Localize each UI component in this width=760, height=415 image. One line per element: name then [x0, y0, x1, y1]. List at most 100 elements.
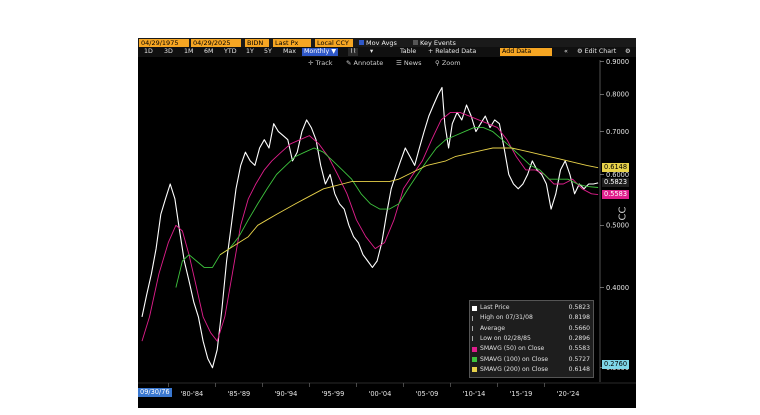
chart-terminal: 04/29/1975 04/29/2025 BIDN Last Px Local…	[138, 38, 636, 408]
checkbox-icon	[413, 39, 418, 45]
chevron-down-icon: ▼	[331, 48, 337, 55]
x-tick-label: '20-'24	[557, 390, 580, 398]
period-ytd[interactable]: YTD	[224, 48, 237, 55]
legend-label: High on 07/31/08	[480, 314, 533, 322]
last-px-field[interactable]: Last Px	[273, 38, 311, 47]
end-date-field[interactable]: 04/29/2025	[191, 38, 241, 47]
news-icon: ☰	[396, 58, 402, 67]
price-chart[interactable]: 0.30000.40000.50000.60000.70000.80000.90…	[138, 38, 636, 408]
x-tick-label: '95-'99	[322, 390, 345, 398]
start-date-tag: 09/30/76	[138, 388, 172, 397]
frequency-dropdown[interactable]: Monthly ▼	[302, 48, 339, 56]
x-tick-label: '10-'14	[463, 390, 486, 398]
legend-value: 0.5727	[568, 355, 590, 363]
legend-row: High on 07/31/08 0.8198	[472, 314, 592, 322]
chart-legend: Last Price 0.5823 High on 07/31/08 0.8198 Av…	[469, 300, 594, 378]
table-button[interactable]: Table	[400, 48, 417, 55]
track-button[interactable]: ✛ Track	[308, 59, 333, 67]
edit-chart-button[interactable]: ⚙ Edit Chart	[577, 48, 616, 56]
chart-type-dropdown-icon[interactable]: ▾	[370, 48, 374, 55]
legend-row: Last Price 0.5823	[472, 304, 592, 312]
low-value-tag: 0.2760	[602, 360, 630, 369]
checkbox-icon	[359, 39, 364, 45]
y-tick-label: 0.7000	[606, 128, 629, 136]
legend-marker-icon	[472, 326, 478, 332]
last-value-tag: 0.6148	[602, 163, 630, 173]
period-1m[interactable]: 1M	[184, 48, 194, 55]
currency-field[interactable]: Local CCY	[315, 38, 353, 47]
chart-style-icon[interactable]: ⌇⌇	[348, 48, 359, 56]
legend-swatch	[472, 346, 477, 352]
collapse-icon[interactable]: «	[564, 48, 568, 55]
news-button[interactable]: ☰ News	[396, 59, 421, 67]
period-1y[interactable]: 1Y	[246, 48, 254, 55]
legend-row: Average 0.5660	[472, 325, 592, 333]
legend-marker-icon	[472, 336, 478, 342]
axis-side-label: ϽϽ	[615, 206, 627, 221]
x-tick-label: '05-'09	[416, 390, 439, 398]
crosshair-icon: ✛	[308, 58, 314, 67]
legend-value: 0.8198	[568, 314, 590, 322]
period-1d[interactable]: 1D	[144, 48, 153, 55]
magnifier-icon: ⚲	[435, 58, 440, 67]
legend-label: SMAVG (50) on Close	[480, 345, 545, 353]
news-label: News	[403, 58, 422, 67]
legend-row: Low on 02/28/85 0.2896	[472, 335, 592, 343]
key-events-label: Key Events	[420, 38, 456, 47]
period-max[interactable]: Max	[283, 48, 297, 55]
legend-row: SMAVG (200) on Close 0.6148	[472, 366, 592, 374]
series-line-smavg-100-on-close	[175, 127, 599, 288]
last-value-tag: 0.5823	[602, 178, 630, 188]
related-data-button[interactable]: + Related Data	[428, 48, 477, 55]
x-tick-label: '85-'89	[227, 390, 250, 398]
track-label: Track	[315, 58, 333, 67]
bidn-field[interactable]: BIDN	[245, 38, 269, 47]
start-date-field[interactable]: 04/29/1975	[139, 38, 189, 47]
settings-icon[interactable]: ⚙	[625, 48, 631, 55]
legend-value: 0.6148	[568, 365, 590, 373]
legend-label: Last Price	[480, 304, 510, 311]
x-tick-label: '15-'19	[510, 390, 533, 398]
period-3d[interactable]: 3D	[164, 48, 173, 55]
series-line-smavg-200-on-close	[219, 147, 599, 256]
legend-label: Average	[480, 324, 506, 332]
annotate-button[interactable]: ✎ Annotate	[346, 59, 383, 67]
y-tick-label: 0.5000	[606, 222, 629, 230]
x-tick-label: '90-'94	[274, 390, 297, 398]
legend-swatch	[472, 357, 477, 362]
y-tick-label: 0.9000	[606, 58, 629, 66]
y-tick-label: 0.4000	[606, 284, 629, 292]
key-events-toggle[interactable]: Key Events	[411, 38, 471, 47]
x-tick-label: '00-'04	[369, 390, 392, 398]
legend-label: Low on 02/28/85	[480, 334, 531, 342]
last-value-tag: 0.5583	[602, 190, 630, 200]
legend-label: SMAVG (200) on Close	[480, 365, 549, 373]
y-tick-label: 0.8000	[606, 91, 629, 99]
legend-marker-icon	[472, 315, 478, 321]
gear-icon: ⚙	[577, 48, 583, 55]
add-data-field[interactable]: Add Data	[500, 48, 552, 56]
zoom-label: Zoom	[441, 58, 461, 67]
legend-value: 0.2896	[568, 334, 590, 342]
legend-label: SMAVG (100) on Close	[480, 355, 549, 363]
series-line-smavg-50-on-close	[141, 111, 599, 342]
legend-value: 0.5660	[568, 324, 590, 332]
legend-value: 0.5583	[568, 345, 590, 353]
period-5y[interactable]: 5Y	[264, 48, 272, 55]
annotate-label: Annotate	[353, 58, 384, 67]
period-toolbar: 1D 3D 1M 6M YTD 1Y 5Y Max Monthly ▼ ⌇⌇ ▾…	[138, 47, 636, 57]
annotation-toolbar: ✛ Track ✎ Annotate ☰ News ⚲ Zoom	[138, 57, 636, 68]
pencil-icon: ✎	[346, 58, 352, 67]
zoom-button[interactable]: ⚲ Zoom	[435, 59, 461, 67]
top-toolbar: 04/29/1975 04/29/2025 BIDN Last Px Local…	[138, 38, 636, 47]
mov-avgs-label: Mov Avgs	[366, 38, 397, 47]
period-6m[interactable]: 6M	[204, 48, 214, 55]
legend-value: 0.5823	[568, 304, 590, 311]
y-tick-label: 0.6000	[606, 171, 629, 179]
edit-chart-label: Edit Chart	[584, 48, 617, 55]
frequency-label: Monthly	[304, 48, 330, 55]
mov-avgs-toggle[interactable]: Mov Avgs	[357, 38, 409, 47]
legend-row: SMAVG (50) on Close 0.5583	[472, 345, 592, 353]
x-tick-label: '80-'84	[180, 390, 203, 398]
legend-row: SMAVG (100) on Close 0.5727	[472, 356, 592, 364]
